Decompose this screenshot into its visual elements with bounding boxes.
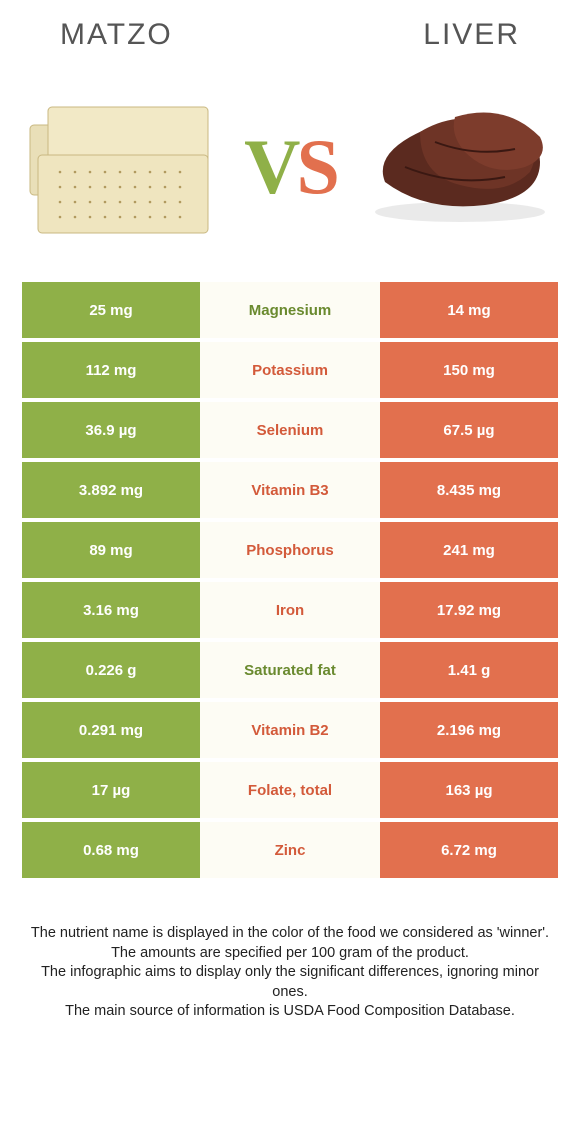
- nutrient-name: Selenium: [200, 402, 380, 458]
- nutrient-row: 3.16 mgIron17.92 mg: [22, 582, 558, 638]
- left-value: 3.892 mg: [22, 462, 200, 518]
- nutrient-name: Vitamin B2: [200, 702, 380, 758]
- food-title-right: LIVER: [423, 18, 520, 52]
- right-value: 6.72 mg: [380, 822, 558, 878]
- right-value: 14 mg: [380, 282, 558, 338]
- nutrient-table: 25 mgMagnesium14 mg112 mgPotassium150 mg…: [22, 282, 558, 878]
- left-value: 112 mg: [22, 342, 200, 398]
- right-value: 150 mg: [380, 342, 558, 398]
- right-value: 163 µg: [380, 762, 558, 818]
- left-value: 25 mg: [22, 282, 200, 338]
- footer-line: The nutrient name is displayed in the co…: [28, 924, 552, 944]
- liver-image: [360, 82, 560, 242]
- footer-line: The main source of information is USDA F…: [28, 1002, 552, 1022]
- left-value: 0.68 mg: [22, 822, 200, 878]
- right-value: 8.435 mg: [380, 462, 558, 518]
- matzo-image: [20, 82, 220, 242]
- nutrient-name: Iron: [200, 582, 380, 638]
- nutrient-row: 0.68 mgZinc6.72 mg: [22, 822, 558, 878]
- vs-label: VS: [244, 122, 336, 212]
- nutrient-row: 17 µgFolate, total163 µg: [22, 762, 558, 818]
- nutrient-name: Phosphorus: [200, 522, 380, 578]
- nutrient-row: 0.226 gSaturated fat1.41 g: [22, 642, 558, 698]
- left-value: 3.16 mg: [22, 582, 200, 638]
- nutrient-name: Folate, total: [200, 762, 380, 818]
- nutrient-row: 89 mgPhosphorus241 mg: [22, 522, 558, 578]
- left-value: 36.9 µg: [22, 402, 200, 458]
- left-value: 89 mg: [22, 522, 200, 578]
- right-value: 2.196 mg: [380, 702, 558, 758]
- vs-s: S: [296, 123, 335, 210]
- nutrient-name: Magnesium: [200, 282, 380, 338]
- nutrient-row: 112 mgPotassium150 mg: [22, 342, 558, 398]
- nutrient-name: Saturated fat: [200, 642, 380, 698]
- nutrient-name: Vitamin B3: [200, 462, 380, 518]
- right-value: 17.92 mg: [380, 582, 558, 638]
- header: MATZO LIVER: [0, 0, 580, 52]
- vs-v: V: [244, 123, 296, 210]
- nutrient-row: 25 mgMagnesium14 mg: [22, 282, 558, 338]
- nutrient-name: Zinc: [200, 822, 380, 878]
- right-value: 241 mg: [380, 522, 558, 578]
- nutrient-name: Potassium: [200, 342, 380, 398]
- nutrient-row: 36.9 µgSelenium67.5 µg: [22, 402, 558, 458]
- nutrient-row: 0.291 mgVitamin B22.196 mg: [22, 702, 558, 758]
- food-title-left: MATZO: [60, 18, 173, 52]
- left-value: 0.291 mg: [22, 702, 200, 758]
- footer-line: The infographic aims to display only the…: [28, 963, 552, 1002]
- right-value: 1.41 g: [380, 642, 558, 698]
- footer-line: The amounts are specified per 100 gram o…: [28, 944, 552, 964]
- images-row: VS: [0, 52, 580, 282]
- left-value: 0.226 g: [22, 642, 200, 698]
- left-value: 17 µg: [22, 762, 200, 818]
- nutrient-row: 3.892 mgVitamin B38.435 mg: [22, 462, 558, 518]
- footer-text: The nutrient name is displayed in the co…: [0, 882, 580, 1022]
- right-value: 67.5 µg: [380, 402, 558, 458]
